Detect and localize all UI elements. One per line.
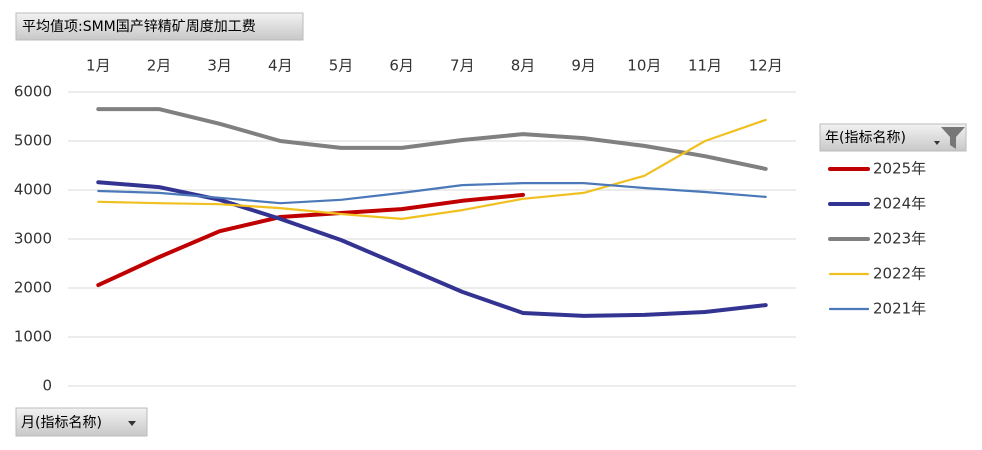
y-tick-label: 3000 <box>14 230 52 248</box>
x-tick-label: 6月 <box>389 57 414 75</box>
legend-label: 2021年 <box>873 300 926 318</box>
series-line <box>97 182 767 205</box>
y-tick-label: 2000 <box>14 279 52 297</box>
x-tick-label: 4月 <box>268 57 293 75</box>
legend-label: 2024年 <box>873 195 926 213</box>
x-tick-label: 12月 <box>749 57 783 75</box>
series-line <box>96 192 525 288</box>
series-line <box>97 118 767 220</box>
x-tick-label: 3月 <box>207 57 232 75</box>
legend-title: 年(指标名称) <box>825 130 906 146</box>
dropdown-arrow <box>934 141 940 145</box>
y-tick-label: 1000 <box>14 328 52 346</box>
series-line <box>96 180 768 318</box>
title-button[interactable] <box>15 12 304 41</box>
chart-title: 平均值项:SMM国产锌精矿周度加工费 <box>22 19 256 35</box>
legend-field-button[interactable] <box>819 123 967 152</box>
x-tick-label: 5月 <box>329 57 354 75</box>
y-tick-label: 0 <box>42 377 52 395</box>
dropdown-arrow <box>128 421 136 426</box>
x-tick-label: 11月 <box>688 57 722 75</box>
x-tick-label: 9月 <box>571 57 596 75</box>
x-tick-label: 10月 <box>627 57 661 75</box>
x-tick-label: 7月 <box>450 57 475 75</box>
legend-label: 2022年 <box>873 265 926 283</box>
x-field-button[interactable] <box>15 407 148 437</box>
legend-label: 2023年 <box>873 230 926 248</box>
series-line <box>96 107 768 171</box>
legend-label: 2025年 <box>873 160 926 178</box>
filter-icon <box>941 127 965 149</box>
y-tick-label: 5000 <box>14 132 52 150</box>
x-tick-label: 1月 <box>86 57 111 75</box>
x-tick-label: 2月 <box>147 57 172 75</box>
y-tick-label: 4000 <box>14 181 52 199</box>
x-tick-label: 8月 <box>511 57 536 75</box>
y-tick-label: 6000 <box>14 83 52 101</box>
x-field-label: 月(指标名称) <box>21 415 102 431</box>
